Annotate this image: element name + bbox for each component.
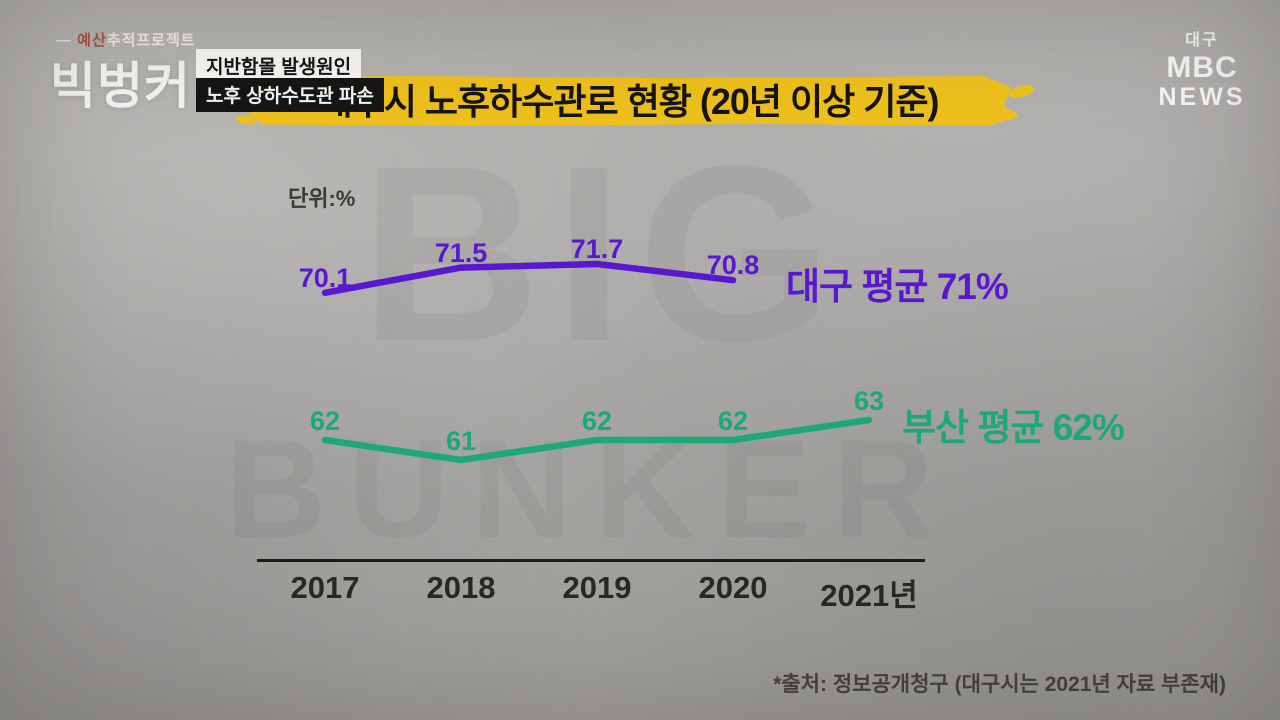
line-series-부산 <box>321 416 873 464</box>
series-label-daegu: 대구 평균 71% <box>786 266 1009 307</box>
tagline-dash: — <box>56 32 72 49</box>
x-axis-line <box>257 559 925 562</box>
tagline-rest-text: 추적프로젝트 <box>106 32 196 49</box>
data-point-label-부산-2018: 61 <box>445 426 477 456</box>
data-point-label-부산-2017: 62 <box>309 406 341 436</box>
background-watermark-line2: BUNKER <box>225 410 956 567</box>
x-axis-label-2021년: 2021년 <box>820 578 918 613</box>
series-label-busan: 부산 평균 62% <box>902 407 1125 448</box>
data-point-label-대구-2018: 71.5 <box>434 237 488 268</box>
x-axis-label-2017: 2017 <box>290 570 360 605</box>
station-logo: 대구 MBC NEWS <box>1156 26 1248 110</box>
data-point-label-부산-2019: 62 <box>581 406 613 436</box>
background-watermark-line1: BIG <box>360 114 847 393</box>
topic-label-cause: 지반함몰 발생원인 <box>196 49 362 83</box>
station-name-logo: MBC <box>1166 51 1238 84</box>
data-point-label-부산-2020: 62 <box>717 406 749 436</box>
x-axis-label-2018: 2018 <box>426 570 496 605</box>
source-note: *출처: 정보공개청구 (대구시는 2021년 자료 부존재) <box>773 673 1226 696</box>
topic-label-pipes: 노후 상하수도관 파손 <box>196 78 384 112</box>
data-point-label-대구-2020: 70.8 <box>706 250 760 281</box>
unit-label: 단위:% <box>288 186 356 211</box>
x-axis-label-2020: 2020 <box>698 570 768 605</box>
station-region-label: 대구 <box>1185 32 1219 49</box>
data-point-label-부산-2021년: 63 <box>853 386 885 416</box>
station-news-label: NEWS <box>1158 82 1246 111</box>
program-logo: 빅벙커 <box>50 58 191 114</box>
data-point-label-대구-2017: 70.1 <box>298 262 352 293</box>
x-axis-label-2019: 2019 <box>562 570 632 605</box>
data-point-label-대구-2019: 71.7 <box>570 234 624 264</box>
line-series-대구 <box>321 260 737 297</box>
page-title: 대구시 노후하수관로 현황 (20년 이상 기준) <box>319 81 940 122</box>
tagline-budget-text: 예산 <box>77 32 107 49</box>
program-tagline: — 예산추적프로젝트 <box>56 29 196 50</box>
